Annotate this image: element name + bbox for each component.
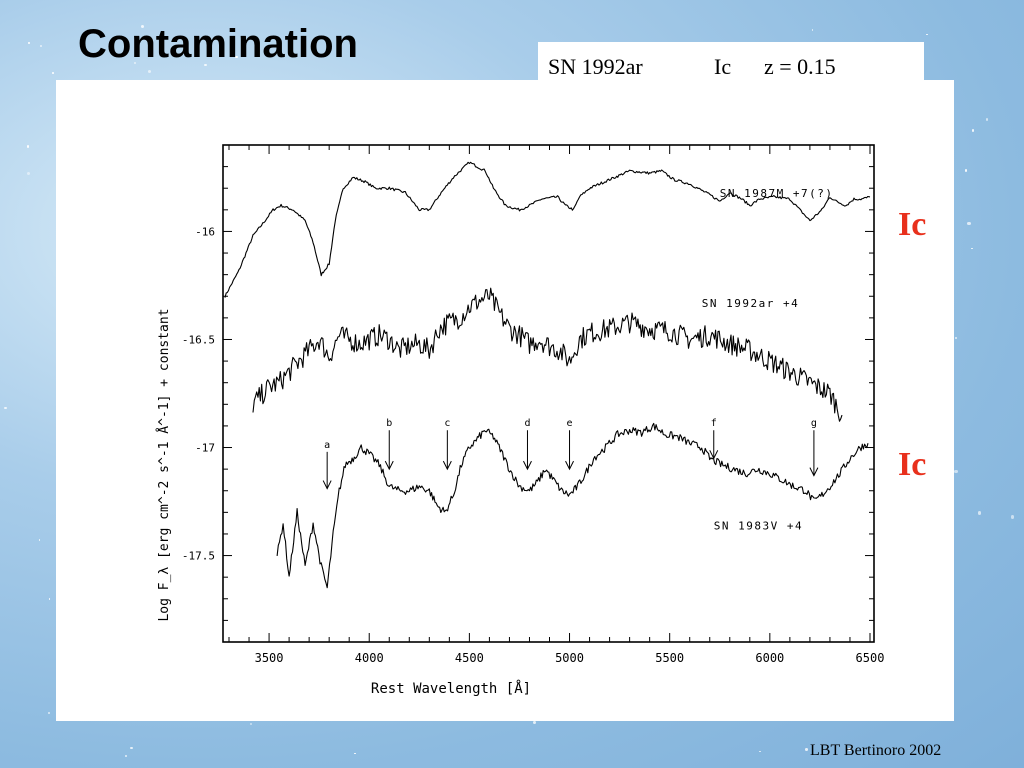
series-line-3: [276, 422, 869, 589]
star-dot: [47, 711, 50, 714]
feature-arrow-head-a: [322, 480, 332, 490]
star-dot: [147, 69, 151, 74]
feature-arrow-head-d: [523, 460, 532, 471]
type-label-ic-bottom: Ic: [898, 446, 927, 483]
feature-arrow-head-e: [565, 460, 574, 471]
star-dot: [26, 145, 30, 148]
series-line-2: [252, 287, 843, 422]
star-dot: [759, 750, 761, 752]
y-tick-label: -16.5: [182, 333, 215, 346]
star-dot: [811, 29, 814, 31]
x-tick-label: 6500: [856, 651, 885, 665]
series-line-1: [224, 161, 871, 298]
star-dot: [204, 63, 207, 67]
y-tick-label: -17: [195, 442, 215, 455]
feature-label-f: f: [711, 418, 717, 429]
feature-arrow-head-c: [442, 460, 452, 471]
star-dot: [28, 42, 30, 44]
series-label-3: SN 1983V +4: [714, 520, 803, 533]
star-dot: [27, 171, 31, 175]
feature-arrow-head-g: [809, 467, 819, 477]
type-label-ic-top: Ic: [898, 206, 927, 243]
star-dot: [847, 748, 852, 752]
supernova-redshift: z = 0.15: [764, 54, 836, 79]
feature-label-g: g: [811, 418, 817, 429]
x-tick-label: 4000: [355, 651, 384, 665]
y-axis-label: Log F_λ [erg cm^-2 s^-1 Å^-1] + constant: [156, 308, 172, 621]
star-dot: [354, 753, 356, 755]
star-dot: [971, 247, 974, 250]
star-dot: [38, 539, 41, 541]
x-tick-label: 5500: [655, 651, 684, 665]
star-dot: [805, 748, 809, 751]
star-dot: [133, 61, 136, 64]
star-dot: [967, 221, 971, 226]
star-dot: [4, 407, 7, 410]
star-dot: [235, 55, 238, 59]
star-dot: [954, 336, 957, 339]
feature-label-b: b: [386, 418, 392, 429]
x-tick-label: 4500: [455, 651, 484, 665]
supernova-info-box: SN 1992ar Ic z = 0.15: [538, 42, 924, 86]
supernova-type: Ic: [714, 54, 732, 79]
feature-arrow-head-f: [709, 450, 719, 460]
slide-title: Contamination: [78, 22, 358, 66]
star-dot: [926, 33, 928, 36]
star-dot: [130, 746, 133, 750]
star-dot: [39, 45, 42, 47]
star-dot: [124, 754, 127, 757]
star-dot: [250, 722, 253, 725]
plot-frame: [222, 144, 875, 643]
feature-arrow-head-b: [384, 460, 394, 471]
spectrum-chart: 3500 4000 4500 5000 5500 6000 6500 -16 -16.5 -17 -…: [156, 144, 885, 697]
star-dot: [141, 24, 145, 28]
supernova-name: SN 1992ar: [548, 54, 643, 79]
y-tick-label: -16: [195, 225, 215, 238]
star-dot: [52, 72, 55, 74]
y-tick-label: -17.5: [182, 550, 215, 563]
x-tick-label: 3500: [255, 651, 284, 665]
spectrum-plot-panel: 3500 4000 4500 5000 5500 6000 6500 -16 -16.5 -17 -…: [56, 80, 954, 721]
series-label-1: SN 1987M +7(?): [720, 187, 834, 200]
feature-label-d: d: [524, 418, 530, 429]
feature-label-a: a: [324, 440, 330, 451]
x-tick-label: 5000: [555, 651, 584, 665]
x-tick-label: 6000: [755, 651, 784, 665]
star-dot: [532, 721, 536, 725]
feature-label-e: e: [567, 418, 573, 429]
star-dot: [971, 128, 975, 132]
star-dot: [48, 598, 51, 600]
star-dot: [954, 469, 958, 474]
star-dot: [985, 118, 989, 122]
series-label-2: SN 1992ar +4: [702, 297, 799, 310]
feature-label-c: c: [444, 418, 450, 429]
star-dot: [977, 511, 982, 515]
star-dot: [1010, 515, 1014, 519]
star-dot: [964, 169, 968, 172]
x-axis-label: Rest Wavelength [Å]: [371, 680, 531, 697]
footer-credit: LBT Bertinoro 2002: [810, 742, 942, 759]
